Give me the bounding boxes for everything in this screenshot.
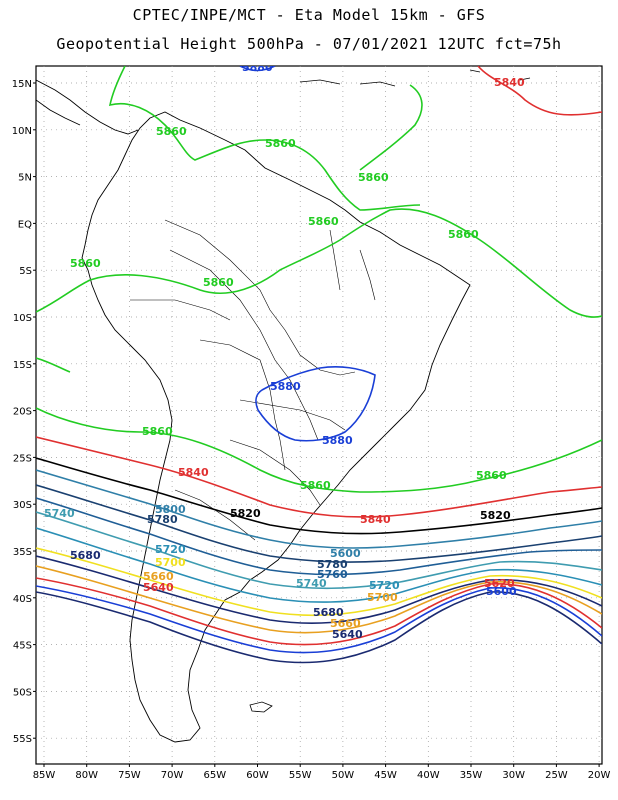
latitude-tick-label: 35S [13,547,32,558]
contour-5860-west [36,357,71,373]
contour-label: 5620 [484,577,515,590]
map-title-line2: Geopotential Height 500hPa - 07/01/2021 … [56,35,562,53]
latitude-tick-label: 5N [18,173,32,184]
south-america-coastline [81,111,471,743]
latitude-axis: 15N 10N 5N EQ 5S 10S 15S 20S 25S 30S 35S 40S 45S 50S 5… [12,79,36,745]
map-frame [35,65,603,765]
contour-label: 5860 [448,228,479,241]
contour-5680 [36,555,602,624]
longitude-tick-label: 80W [75,770,98,781]
latitude-tick-label: EQ [18,219,32,230]
contour-5780 [36,484,602,563]
contour-label: 5660 [330,617,361,630]
contour-label: 5740 [296,577,327,590]
contour-label: 5860 [358,171,389,184]
latitude-tick-label: 5S [19,266,32,277]
falkland-islands [249,701,273,713]
contour-label: 5760 [317,568,348,581]
contour-label: 5860 [142,425,173,438]
contour-label: 5640 [332,628,363,641]
latitude-tick-label: 40S [13,594,32,605]
longitude-tick-label: 85W [33,770,56,781]
contour-5760 [36,497,602,576]
longitude-tick-label: 75W [118,770,141,781]
contour-5620 [36,585,602,654]
contour-5880-brazil [255,366,376,442]
contour-5800 [36,469,602,549]
contour-5660 [36,565,602,634]
contour-5820 [36,457,602,535]
contour-label: 5800 [155,503,186,516]
contour-5600 [36,591,602,664]
contour-5860-caribbean [108,66,421,211]
latitude-tick-label: 20S [13,407,32,418]
longitude-tick-label: 25W [545,770,568,781]
contour-label: 5840 [494,76,525,89]
longitude-tick-label: 55W [289,770,312,781]
contour-label: 5860 [70,257,101,270]
longitude-tick-label: 60W [246,770,269,781]
contour-label: 5880 [270,380,301,393]
contour-label: 5860 [265,137,296,150]
latitude-tick-label: 30S [13,500,32,511]
contour-label: 5700 [367,591,398,604]
central-america-coastline [36,79,139,135]
contour-label: 5860 [308,215,339,228]
contour-label: 5780 [147,513,178,526]
caribbean-islands [299,69,531,87]
contour-label: 5840 [178,466,209,479]
contour-label: 5660 [143,570,174,583]
longitude-tick-label: 35W [460,770,483,781]
contour-label: 5880 [322,434,353,447]
contour-label: 5860 [203,276,234,289]
contour-5840 [36,436,602,518]
contour-label: 5600 [486,585,517,598]
contour-label: 5860 [156,125,187,138]
contour-label: 5880 [242,61,273,74]
contour-label: 5720 [155,543,186,556]
contour-5740 [36,511,602,590]
contour-5860-east [359,84,423,171]
latitude-tick-label: 15S [13,360,32,371]
contour-label: 5720 [369,579,400,592]
contour-label: 5840 [360,513,391,526]
contour-label: 5680 [70,549,101,562]
contour-5720 [36,527,602,603]
contour-label: 5820 [230,507,261,520]
contour-label: 5820 [480,509,511,522]
contour-5840-north [477,66,602,116]
latitude-tick-label: 10S [13,313,32,324]
longitude-tick-label: 70W [161,770,184,781]
latitude-tick-label: 15N [12,79,32,90]
contour-5640 [36,577,602,646]
contour-5860-south [36,407,602,493]
longitude-tick-label: 40W [417,770,440,781]
contour-label: 5860 [476,469,507,482]
latitude-tick-label: 45S [13,641,32,652]
contour-label: 5600 [330,547,361,560]
contour-5860-north [36,208,602,318]
longitude-tick-label: 30W [502,770,525,781]
longitude-tick-label: 65W [203,770,226,781]
contour-5880-north [239,66,276,72]
longitude-tick-label: 20W [588,770,611,781]
latitude-tick-label: 55S [13,734,32,745]
map-title-line1: CPTEC/INPE/MCT - Eta Model 15km - GFS [132,6,486,24]
contour-label: 5680 [313,606,344,619]
latitude-tick-label: 25S [13,453,32,464]
latitude-tick-label: 10N [12,126,32,137]
longitude-tick-label: 45W [374,770,397,781]
latitude-tick-label: 50S [13,687,32,698]
contour-label: 5700 [155,556,186,569]
longitude-axis: 85W 80W 75W 70W 65W 60W 55W 50W 45W 40W 35W 30W 25W 2… [33,764,611,781]
longitude-tick-label: 50W [332,770,355,781]
contour-5700 [36,547,602,617]
contour-label: 5640 [143,581,174,594]
contour-label: 5860 [300,479,331,492]
contour-label: 5780 [317,558,348,571]
contour-label: 5740 [44,507,75,520]
